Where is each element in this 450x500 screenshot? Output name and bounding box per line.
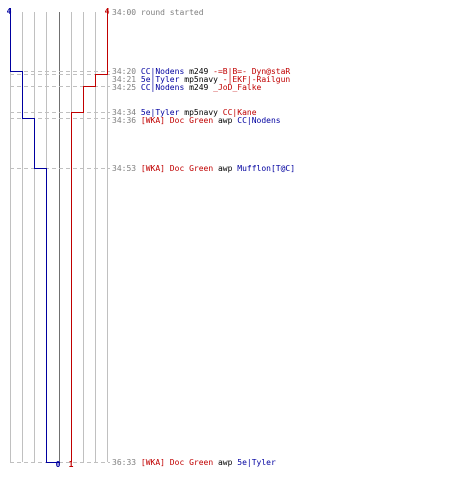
red-team-alive-line: [71, 8, 108, 462]
blue-start-count: 4: [7, 7, 12, 16]
blue-end-count: 0: [56, 460, 61, 469]
blue-team-alive-line: [10, 8, 60, 463]
red-start-count: 4: [105, 7, 110, 16]
red-end-count: 1: [69, 460, 74, 469]
